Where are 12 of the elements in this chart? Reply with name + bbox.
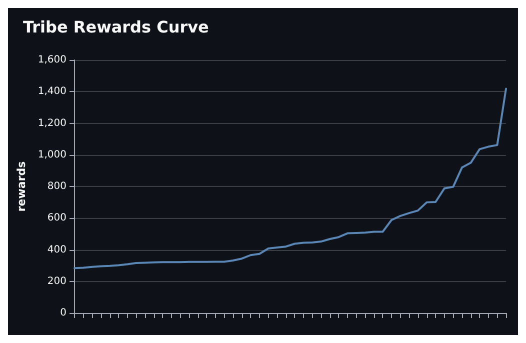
y-tick-label: 0: [60, 308, 67, 318]
y-tick-label: 200: [47, 276, 67, 287]
y-tick-label: 600: [47, 212, 67, 224]
y-axis-title: rewards: [15, 160, 28, 212]
y-tick-label: 800: [47, 181, 67, 192]
y-tick-label: 1,400: [38, 86, 67, 98]
y-tick-label: 1,200: [38, 118, 67, 129]
y-tick-label: 400: [47, 244, 67, 256]
y-tick-label: 1,600: [38, 54, 67, 66]
chart-title: Tribe Rewards Curve: [23, 18, 210, 36]
y-tick-label: 1,000: [38, 149, 67, 160]
line-series: [74, 88, 507, 270]
